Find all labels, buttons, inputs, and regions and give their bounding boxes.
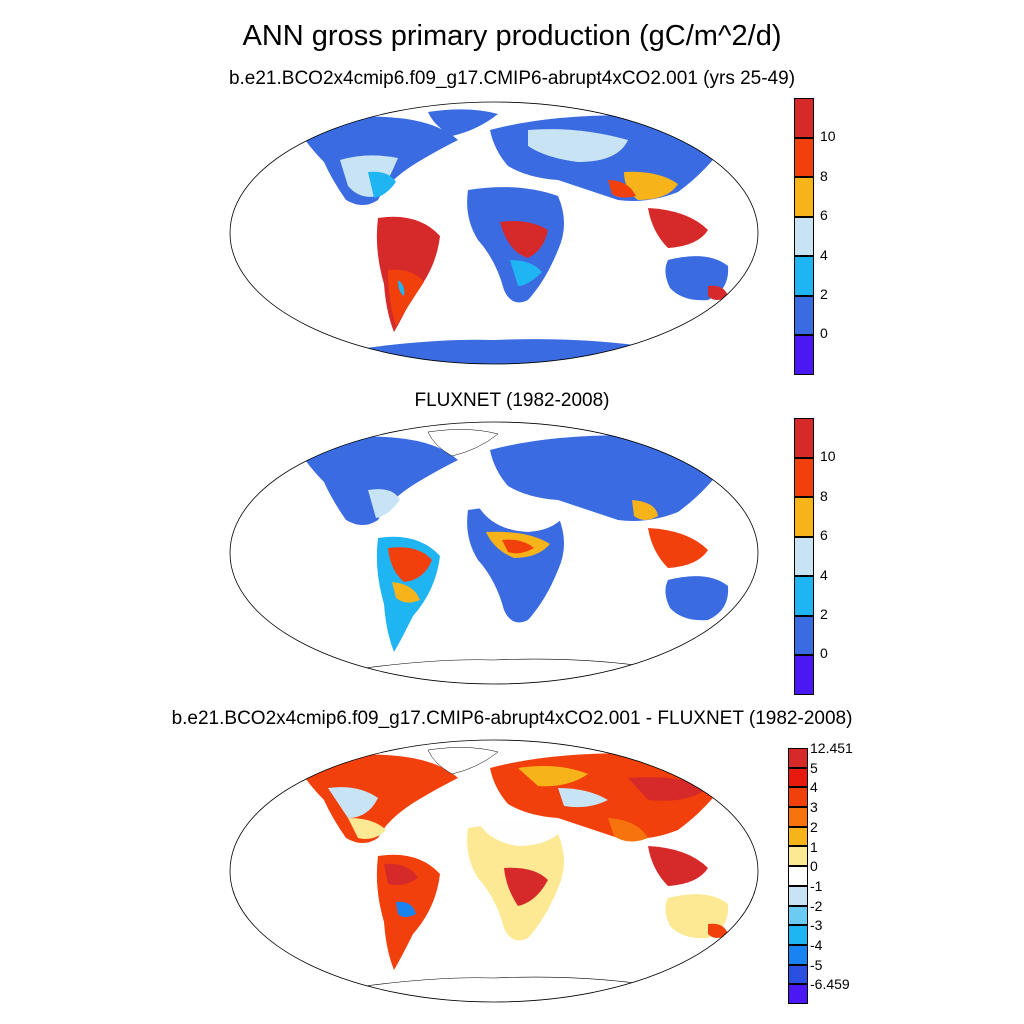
colorbar-swatch — [794, 216, 814, 256]
colorbar-diff-label: -3 — [810, 917, 823, 934]
cb2-label-2: 6 — [820, 527, 828, 543]
map-boundary — [229, 421, 759, 685]
colorbar-diff — [788, 748, 808, 1004]
colorbar-swatch — [794, 576, 814, 616]
obs-map — [229, 421, 759, 685]
antarctica-outline — [337, 658, 669, 673]
model-map — [229, 101, 759, 365]
colorbar-swatch — [788, 767, 808, 788]
colorbar-diff-label: -1 — [810, 877, 823, 894]
colorbar-swatch — [794, 295, 814, 335]
cb1-label-0: 10 — [820, 128, 836, 144]
cb2-label-5: 0 — [820, 645, 828, 661]
colorbar-main-1 — [794, 98, 814, 375]
antarctica-outline — [337, 976, 669, 991]
colorbar-swatch — [794, 655, 814, 695]
colorbar-swatch — [794, 256, 814, 296]
colorbar-swatch — [788, 787, 808, 808]
cb1-label-5: 0 — [820, 325, 828, 341]
australia — [665, 576, 729, 621]
map-boundary — [229, 101, 759, 365]
north-america — [298, 754, 458, 843]
colorbar-diff-label: 3 — [810, 799, 818, 816]
colorbar-main-2 — [794, 418, 814, 695]
colorbar-swatch — [788, 885, 808, 906]
colorbar-swatch — [788, 748, 808, 768]
cb2-label-1: 8 — [820, 488, 828, 504]
colorbar-swatch — [794, 457, 814, 497]
colorbar-diff-label: -6.459 — [810, 976, 850, 993]
colorbar-swatch — [794, 98, 814, 138]
colorbar-swatch — [788, 944, 808, 965]
cb1-label-2: 6 — [820, 207, 828, 223]
cb2-label-0: 10 — [820, 448, 836, 464]
cb1-label-1: 8 — [820, 168, 828, 184]
colorbar-swatch — [794, 615, 814, 655]
colorbar-swatch — [794, 536, 814, 576]
colorbar-diff-label: 5 — [810, 759, 818, 776]
colorbar-swatch — [788, 866, 808, 886]
colorbar-swatch — [788, 826, 808, 847]
colorbar-swatch — [788, 846, 808, 867]
colorbar-diff-label: 4 — [810, 779, 818, 796]
colorbar-swatch — [794, 497, 814, 537]
panel3-subtitle: b.e21.BCO2x4cmip6.f09_g17.CMIP6-abrupt4x… — [171, 708, 853, 729]
colorbar-diff-label: -4 — [810, 937, 823, 953]
panel2-subtitle: FLUXNET (1982-2008) — [414, 390, 610, 411]
colorbar-diff-label: -5 — [810, 956, 823, 973]
cb1-label-3: 4 — [820, 247, 828, 263]
colorbar-swatch — [794, 137, 814, 177]
colorbar-swatch — [788, 807, 808, 827]
colorbar-diff-label: 0 — [810, 858, 818, 875]
eurasia — [490, 435, 728, 521]
colorbar-swatch — [788, 984, 808, 1004]
north-america — [298, 436, 458, 525]
panel1-subtitle: b.e21.BCO2x4cmip6.f09_g17.CMIP6-abrupt4x… — [228, 68, 796, 89]
colorbar-swatch — [794, 418, 814, 458]
colorbar-diff-label: 2 — [810, 818, 818, 835]
colorbar-swatch — [788, 925, 808, 945]
cb2-label-3: 4 — [820, 567, 828, 583]
colorbar-diff-label: 12.451 — [810, 740, 853, 756]
colorbar-swatch — [794, 177, 814, 217]
cb2-label-4: 2 — [820, 606, 828, 622]
colorbar-swatch — [788, 905, 808, 926]
colorbar-diff-label: -2 — [810, 897, 823, 914]
colorbar-swatch — [788, 964, 808, 985]
colorbar-diff-label: 1 — [810, 838, 818, 855]
main-title: ANN gross primary production (gC/m^2/d) — [242, 20, 782, 52]
diff-map — [229, 739, 759, 1003]
map-boundary — [229, 739, 759, 1003]
colorbar-swatch — [794, 335, 814, 375]
cb1-label-4: 2 — [820, 286, 828, 302]
